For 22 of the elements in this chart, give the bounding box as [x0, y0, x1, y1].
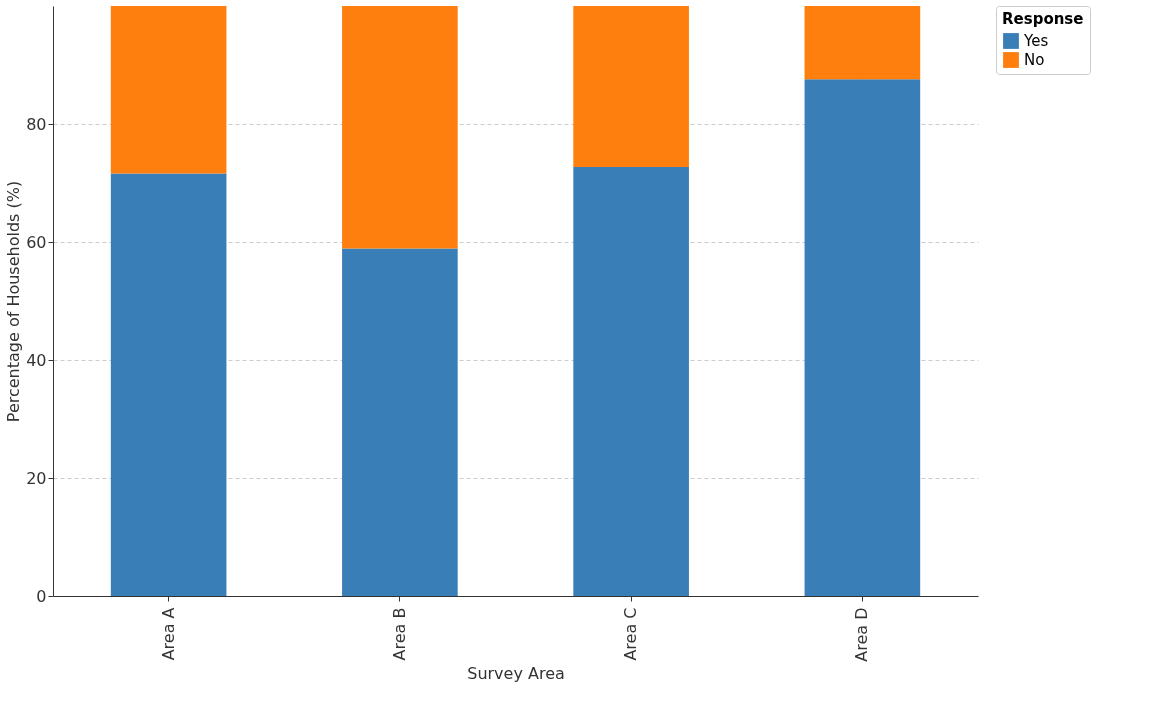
bar	[804, 6, 921, 80]
bar	[804, 79, 921, 596]
y-tick-label: 80	[26, 114, 47, 134]
bar	[110, 6, 227, 174]
x-tick-label: Area B	[389, 607, 409, 661]
legend-label: No	[1024, 51, 1045, 69]
y-axis-title: Percentage of Households (%)	[4, 180, 24, 423]
y-tick-label: 20	[26, 468, 47, 488]
x-axis-title: Survey Area	[467, 663, 565, 683]
bar	[342, 6, 458, 249]
legend-label: Yes	[1023, 32, 1049, 50]
y-tick-label: 60	[26, 232, 47, 252]
legend-title: Response	[1002, 10, 1084, 28]
y-tick-label: 40	[26, 350, 47, 370]
bar	[110, 173, 227, 596]
x-tick-label: Area A	[158, 607, 178, 661]
bar	[342, 248, 458, 596]
x-tick-label: Area D	[852, 607, 872, 662]
bar	[573, 167, 689, 596]
y-tick-label: 0	[36, 586, 47, 606]
bar	[573, 6, 689, 168]
x-tick-label: Area C	[621, 607, 641, 661]
